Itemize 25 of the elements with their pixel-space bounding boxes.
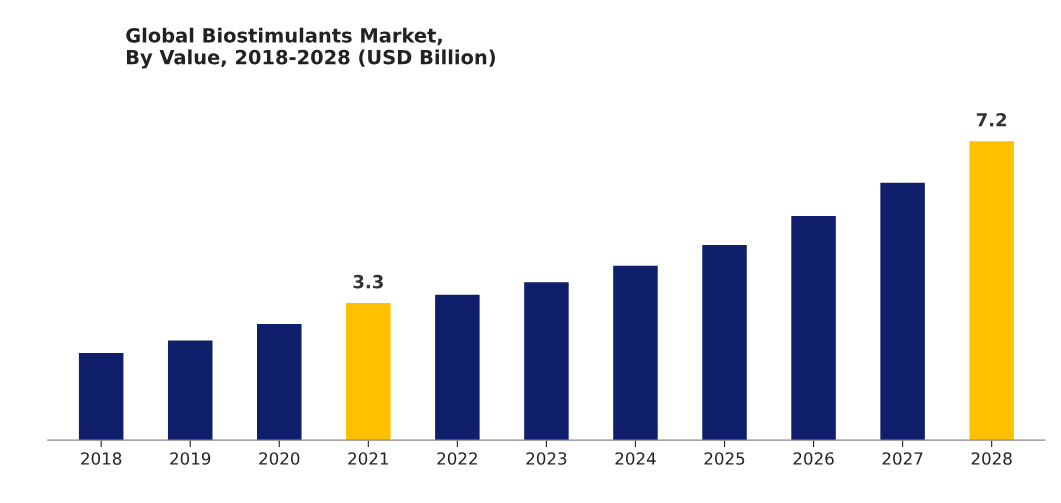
chart-title: Global Biostimulants Market, By Value, 2018-2028 (USD Billion) <box>126 27 495 69</box>
bar <box>613 265 658 441</box>
bar <box>702 244 747 441</box>
x-tick-label: 2024 <box>615 452 656 465</box>
x-tick-label: 2028 <box>971 452 1012 465</box>
bar <box>435 294 480 441</box>
x-tick-label: 2023 <box>526 452 567 465</box>
bar <box>78 352 124 441</box>
x-tick-label: 2027 <box>882 452 923 465</box>
x-tick-label: 2020 <box>259 452 300 465</box>
bar <box>791 215 836 441</box>
x-tick-label: 2019 <box>170 452 211 465</box>
bar <box>257 323 302 441</box>
x-tick-label: 2021 <box>348 452 388 465</box>
x-tick-label: 2026 <box>793 452 834 465</box>
bar <box>167 340 213 441</box>
bar <box>524 282 569 441</box>
bar <box>969 141 1014 441</box>
data-label: 7.2 <box>976 112 1007 127</box>
x-tick-label: 2022 <box>437 452 477 465</box>
bar <box>346 303 391 441</box>
x-tick-label: 2025 <box>704 452 745 465</box>
data-label: 3.3 <box>353 274 383 289</box>
x-tick-label: 2018 <box>81 452 122 465</box>
bar <box>880 182 925 441</box>
